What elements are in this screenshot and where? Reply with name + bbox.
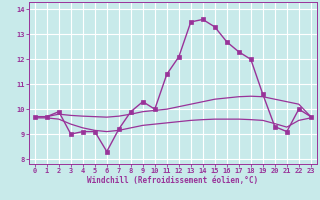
X-axis label: Windchill (Refroidissement éolien,°C): Windchill (Refroidissement éolien,°C) — [87, 176, 258, 185]
